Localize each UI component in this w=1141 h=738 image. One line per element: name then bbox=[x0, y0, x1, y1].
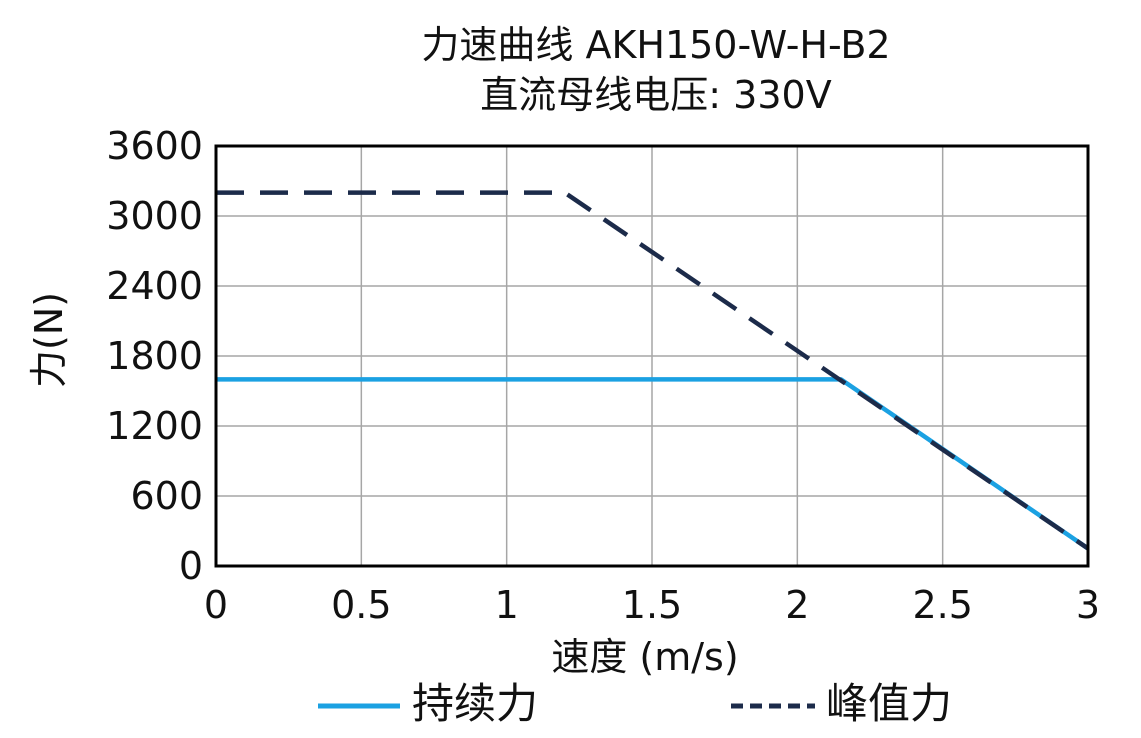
chart-title: 力速曲线 AKH150-W-H-B2 bbox=[421, 23, 890, 67]
plot-frame bbox=[214, 144, 1090, 568]
x-tick-label-3: 1.5 bbox=[622, 583, 682, 627]
y-tick-label-2: 1200 bbox=[106, 404, 203, 448]
y-tick-label-4: 2400 bbox=[106, 264, 203, 308]
x-tick-label-0: 0 bbox=[204, 583, 228, 627]
legend-label-peak: 峰值力 bbox=[826, 679, 952, 728]
y-axis-label: 力(N) bbox=[27, 292, 71, 388]
x-tick-label-5: 2.5 bbox=[912, 583, 972, 627]
grid bbox=[216, 146, 1088, 566]
x-tick-label-6: 3 bbox=[1076, 583, 1100, 627]
x-tick-label-2: 1 bbox=[495, 583, 519, 627]
series-line-1 bbox=[216, 190, 1090, 551]
legend: 持续力 峰值力 bbox=[318, 679, 952, 728]
y-tick-label-5: 3000 bbox=[106, 194, 203, 238]
legend-label-continuous: 持续力 bbox=[412, 679, 538, 728]
y-tick-label-1: 600 bbox=[130, 474, 203, 518]
y-tick-label-0: 0 bbox=[179, 544, 203, 588]
y-axis-ticks: 0 600 1200 1800 2400 3000 3600 bbox=[106, 124, 203, 588]
y-tick-label-6: 3600 bbox=[106, 124, 203, 168]
series-lines bbox=[216, 190, 1090, 551]
x-axis-ticks: 0 0.5 1 1.5 2 2.5 3 bbox=[204, 583, 1100, 627]
x-axis-label: 速度 (m/s) bbox=[551, 635, 738, 679]
x-tick-label-1: 0.5 bbox=[331, 583, 391, 627]
chart-subtitle: 直流母线电压: 330V bbox=[480, 73, 831, 117]
x-tick-label-4: 2 bbox=[785, 583, 809, 627]
y-tick-label-3: 1800 bbox=[106, 334, 203, 378]
